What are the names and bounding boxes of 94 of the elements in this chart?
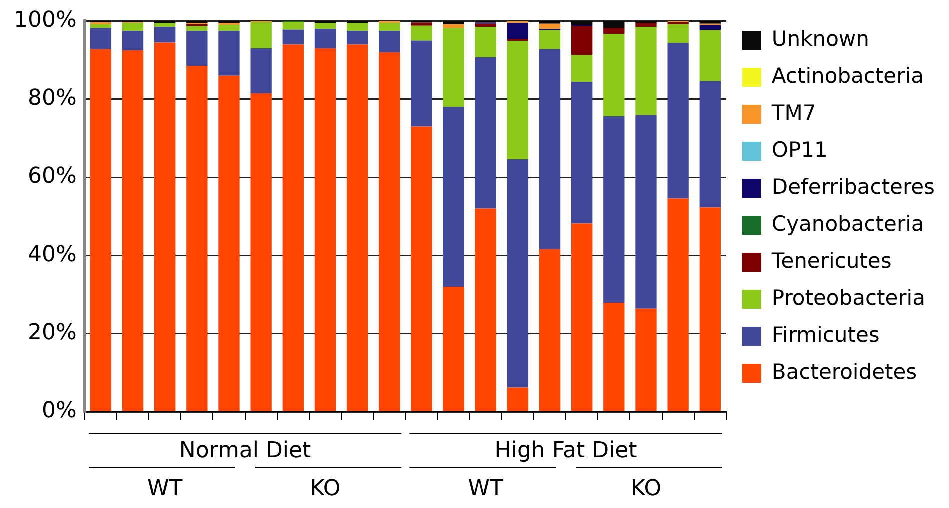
text: High Fat Diet <box>494 438 638 464</box>
bar <box>411 40 432 127</box>
bar <box>668 24 689 44</box>
text: WT <box>468 476 504 502</box>
legend-label: Cyanobacteria <box>772 212 924 236</box>
bar <box>346 44 368 412</box>
y-tick-label: 20% <box>28 320 77 346</box>
bar <box>700 208 721 412</box>
bar <box>154 27 176 43</box>
bar <box>539 30 561 50</box>
bar <box>282 44 304 412</box>
bar <box>475 27 496 58</box>
bar <box>507 41 529 160</box>
bar <box>443 286 464 412</box>
bar <box>636 115 657 309</box>
y-tick-label: 80% <box>28 86 77 112</box>
legend-label: Unknown <box>772 26 870 51</box>
bar <box>411 126 432 412</box>
bar <box>668 43 689 199</box>
bar <box>186 66 208 412</box>
bar <box>218 25 240 31</box>
bar <box>122 30 144 51</box>
bar <box>668 198 689 412</box>
bar <box>90 28 112 50</box>
bar <box>475 208 496 412</box>
bar <box>507 23 529 40</box>
y-tick-label: 100% <box>14 8 77 33</box>
bar <box>218 76 240 412</box>
text: Normal Diet <box>179 438 312 464</box>
text: KO <box>310 476 341 502</box>
bar <box>443 24 464 28</box>
bar <box>539 249 561 412</box>
text: WT <box>147 476 184 502</box>
bar <box>700 30 721 82</box>
bar <box>572 26 593 56</box>
bar <box>218 30 240 76</box>
bar <box>122 50 144 412</box>
bar <box>314 29 336 49</box>
bar <box>636 27 657 116</box>
bar <box>572 82 593 224</box>
bar <box>282 22 304 30</box>
bar <box>604 302 625 412</box>
bar <box>443 28 464 108</box>
bar <box>154 42 176 412</box>
bar <box>636 308 657 412</box>
bar <box>443 21 464 24</box>
bar <box>475 24 496 28</box>
bar <box>443 107 464 287</box>
bar <box>539 49 561 250</box>
bar <box>700 81 721 208</box>
bar <box>475 58 496 209</box>
legend-label: Tenericutes <box>770 248 892 273</box>
bar <box>250 22 272 49</box>
bar <box>539 21 561 24</box>
bar <box>314 23 336 30</box>
bar <box>572 224 593 412</box>
bar <box>379 30 400 52</box>
y-tick-label: 40% <box>28 242 77 268</box>
bar <box>572 55 593 82</box>
bar <box>346 30 368 45</box>
legend-label: Actinobacteria <box>772 64 924 88</box>
legend-label: Deferribacteres <box>772 174 936 199</box>
bar <box>314 48 336 412</box>
bar <box>346 23 368 31</box>
bar <box>636 23 657 28</box>
bar <box>539 24 561 30</box>
bar <box>90 49 112 412</box>
bar <box>700 25 721 30</box>
bar <box>411 26 432 41</box>
bar <box>507 388 529 412</box>
bar <box>379 23 400 31</box>
y-tick-label: 60% <box>28 164 77 190</box>
bar <box>507 160 529 388</box>
legend-label: Firmicutes <box>772 322 880 347</box>
bar <box>250 94 272 412</box>
y-tick-label: 0% <box>42 398 77 424</box>
text: KO <box>630 476 662 502</box>
bar <box>186 30 208 66</box>
bar <box>122 23 144 31</box>
legend-label: Proteobacteria <box>772 286 926 310</box>
bar <box>186 26 208 31</box>
bar <box>604 34 625 117</box>
bar <box>411 22 432 26</box>
bar <box>379 52 400 412</box>
bar <box>604 116 625 303</box>
bar <box>282 30 304 45</box>
bar <box>154 23 176 28</box>
bar <box>700 21 721 24</box>
bar <box>604 28 625 34</box>
bar <box>604 21 625 28</box>
legend-label: OP11 <box>772 138 828 162</box>
bar <box>250 48 272 94</box>
legend-label: Bacteroidetes <box>772 360 918 384</box>
legend-label: TM7 <box>770 100 816 125</box>
